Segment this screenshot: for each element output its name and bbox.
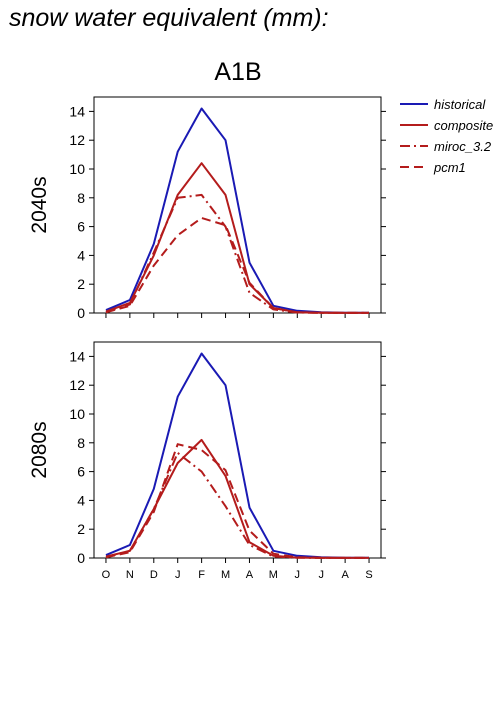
panel-2040s-ytick-label: 4 [77, 247, 85, 263]
series-line-historical-2040s [105, 107, 369, 314]
panel-2080s-ytick-label: 6 [77, 464, 85, 480]
xtick-label: M [221, 569, 230, 581]
series-line-historical-2080s [105, 352, 369, 559]
xtick-label: D [150, 569, 158, 581]
panel-2080s-row-label: 2080s [28, 421, 51, 478]
panel-2080s-ytick-label: 2 [77, 521, 85, 537]
chart-title: A1B [214, 58, 261, 86]
xtick-label: J [295, 569, 301, 581]
panel-2040s-ytick-label: 12 [69, 132, 85, 148]
panel-2040s-ytick-label: 0 [77, 305, 85, 321]
panel-2080s-ytick-label: 14 [69, 348, 85, 364]
panel-2080s-ytick-label: 8 [77, 435, 85, 451]
series-line-miroc-3-2-2080s [105, 451, 369, 559]
panel-2040s-ytick-label: 8 [77, 190, 85, 206]
xtick-label: N [126, 569, 134, 581]
series-line-pcm1-2040s [105, 217, 369, 314]
panel-2040s-ytick-label: 2 [77, 276, 85, 292]
panel-2040s-frame [93, 96, 382, 314]
panel-2080s-ytick-label: 10 [69, 406, 85, 422]
panel-2080s-ytick-label: 0 [77, 550, 85, 566]
legend-label-miroc-3-2: miroc_3.2 [434, 139, 492, 154]
xtick-label: M [269, 569, 278, 581]
legend-label-pcm1: pcm1 [433, 160, 466, 175]
xtick-label: S [365, 569, 372, 581]
panel-2040s-ytick-label: 6 [77, 219, 85, 235]
page-title: snow water equivalent (mm): [9, 4, 329, 32]
panel-2080s-frame [93, 341, 382, 559]
series-line-composite-2040s [105, 162, 369, 314]
panel-2040s-row-label: 2040s [28, 176, 51, 233]
xtick-label: A [246, 569, 254, 581]
legend-label-composite: composite [434, 118, 493, 133]
panel-2040s-ytick-label: 10 [69, 161, 85, 177]
series-line-pcm1-2080s [105, 443, 369, 559]
legend-label-historical: historical [434, 97, 486, 112]
series-line-miroc-3-2-2040s [105, 193, 369, 314]
xtick-label: J [175, 569, 181, 581]
xtick-label: F [198, 569, 205, 581]
xtick-label: A [341, 569, 349, 581]
xtick-label: J [318, 569, 324, 581]
panel-2040s-ytick-label: 14 [69, 103, 85, 119]
panel-2080s-ytick-label: 4 [77, 492, 85, 508]
xtick-label: O [102, 569, 111, 581]
panel-2080s-ytick-label: 12 [69, 377, 85, 393]
